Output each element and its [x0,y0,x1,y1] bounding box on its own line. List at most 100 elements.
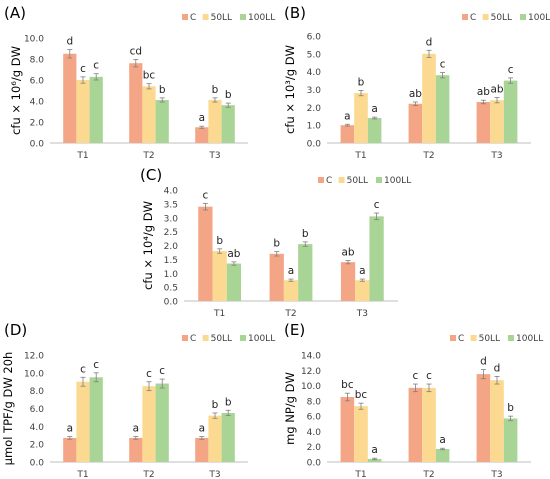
chart-panel-5: (E) mg NP/g DW 0.0 2.0 4.0 6.0 8.0 10.0 12.0 14.0… [283,321,543,479]
significance-label: c [440,59,446,71]
panel-label: (D) [4,321,27,339]
bar-100ll-t1 [367,458,382,462]
bar-100ll-t2 [298,244,313,301]
significance-label: b [225,396,232,408]
legend-swatch-50ll [482,14,489,20]
y-tick-label: 2.0 [30,119,45,129]
bar-100ll-t2 [435,75,450,143]
legend-label-100ll: 100LL [248,13,275,23]
bar-100ll-t1 [367,118,382,143]
significance-label: b [225,89,232,101]
y-tick-label: 6.0 [30,405,45,415]
legend-swatch-c [182,14,188,20]
bar-50ll-t3 [490,100,504,143]
significance-label: a [199,423,205,435]
y-tick-label: 1.0 [164,270,179,280]
legend-label-50ll: 50LL [491,13,512,23]
bar-50ll-t2 [422,387,436,462]
y-tick-label: 6.0 [307,413,322,423]
significance-label: d [66,36,73,48]
legend-swatch-100ll [376,177,382,183]
significance-label: a [371,444,377,456]
chart-panel-1: (A) cfu × 10⁶/g DW 0.0 2.0 4.0 6.0 8.0 10.0 d c c T… [4,4,275,161]
y-tick-label: 1.5 [164,256,178,266]
y-tick-label: 0.0 [307,459,322,469]
y-tick-label: 3.0 [164,214,179,224]
y-tick-label: 4.0 [307,428,322,438]
bar-100ll-t3 [221,412,235,462]
y-axis-label: cfu × 10³/g DW [283,45,297,134]
bar-c-t2 [269,253,284,301]
legend-swatch-50ll [202,14,209,20]
bar-100ll-t2 [155,99,169,143]
panel-label: (A) [4,4,26,22]
y-tick-label: 2.5 [164,228,178,238]
legend-label-100ll: 100LL [248,334,275,344]
legend-label-100ll: 100LL [384,176,411,186]
y-tick-label: 0.0 [30,140,45,150]
legend-label-c: C [326,176,332,186]
bar-c-t2 [129,63,143,144]
y-tick-label: 2.0 [30,441,45,451]
legend-swatch-100ll [520,14,526,20]
y-tick-label: 0.0 [30,459,45,469]
significance-label: c [159,365,165,377]
bar-c-t3 [340,262,356,301]
significance-label: a [67,423,73,435]
y-tick-label: 14.0 [301,352,321,362]
panel-label: (C) [140,166,162,184]
significance-label: c [93,60,99,72]
legend-label-c: C [190,13,196,23]
chart-panel-2: (B)cfu × 10³/g DW0.01.02.03.04.05.06.0ab… [283,4,550,161]
legend-swatch-50ll [338,177,345,183]
bar-50ll-t3 [208,415,222,462]
significance-label: a [439,434,445,446]
bar-50ll-t1 [354,93,368,143]
bar-c-t3 [195,127,209,143]
legend-swatch-c [450,335,456,341]
y-tick-label: 2.0 [307,104,322,114]
significance-label: cd [130,46,142,58]
significance-label: c [203,189,209,201]
y-axis-label: cfu × 10⁴/g DW [141,201,155,290]
significance-label: bc [355,389,368,401]
significance-label: ab [490,84,503,96]
legend-label-50ll: 50LL [211,334,232,344]
bar-50ll-t1 [212,251,227,301]
significance-label: a [199,112,205,124]
significance-label: b [212,399,219,411]
significance-label: a [344,110,350,122]
panel-label: (E) [284,321,305,339]
x-tick-label: T1 [213,309,225,319]
y-tick-label: 8.0 [30,387,45,397]
significance-label: c [146,368,152,380]
x-tick-label: T2 [142,470,154,479]
bar-50ll-t2 [142,386,156,462]
legend-label-c: C [190,334,196,344]
significance-label: c [80,363,86,375]
x-tick-label: T1 [76,470,88,479]
x-tick-label: T1 [354,151,366,161]
y-tick-label: 6.0 [307,33,322,43]
legend-swatch-c [318,177,324,183]
y-tick-label: 8.0 [307,397,322,407]
significance-label: ab [477,86,490,98]
bar-100ll-t3 [503,418,518,462]
significance-label: a [359,265,365,277]
bar-50ll-t3 [490,380,504,462]
y-tick-label: 10.0 [24,35,44,45]
significance-label: a [371,103,377,115]
bar-c-t3 [476,374,491,462]
significance-label: a [133,423,139,435]
bar-50ll-t2 [142,86,156,143]
bar-c-t1 [63,53,77,143]
y-tick-label: 0.5 [164,284,178,294]
bar-c-t2 [129,437,143,462]
significance-label: b [212,84,219,96]
bar-100ll-t3 [503,80,518,143]
significance-label: c [413,370,419,382]
significance-label: b [159,84,166,96]
panel-label: (B) [284,4,306,22]
y-tick-label: 6.0 [30,77,45,87]
